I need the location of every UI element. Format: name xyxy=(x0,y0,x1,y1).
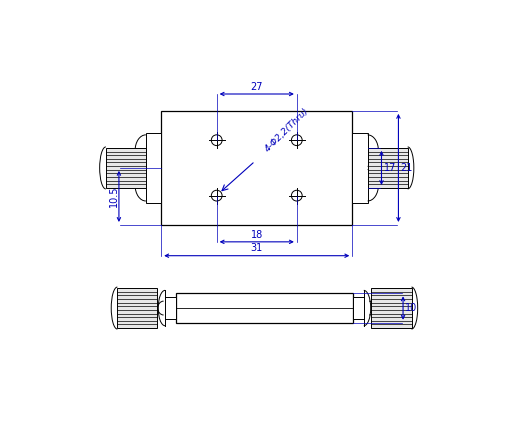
Bar xyxy=(162,111,352,225)
Text: 18: 18 xyxy=(251,229,263,240)
Text: 31: 31 xyxy=(251,243,263,254)
Text: 27: 27 xyxy=(250,82,263,92)
Text: 10: 10 xyxy=(406,303,417,313)
Bar xyxy=(146,133,162,203)
Bar xyxy=(176,293,353,323)
Text: 10.5: 10.5 xyxy=(109,186,119,207)
Text: 21: 21 xyxy=(401,163,413,173)
Bar xyxy=(372,288,412,328)
Text: 17: 17 xyxy=(384,163,396,173)
Bar xyxy=(165,297,176,319)
Bar xyxy=(367,148,408,188)
Bar xyxy=(106,148,146,188)
Bar xyxy=(353,297,364,319)
Bar xyxy=(352,133,367,203)
Bar xyxy=(117,288,157,328)
Text: 4-Φ2,2(Thru): 4-Φ2,2(Thru) xyxy=(263,106,311,153)
